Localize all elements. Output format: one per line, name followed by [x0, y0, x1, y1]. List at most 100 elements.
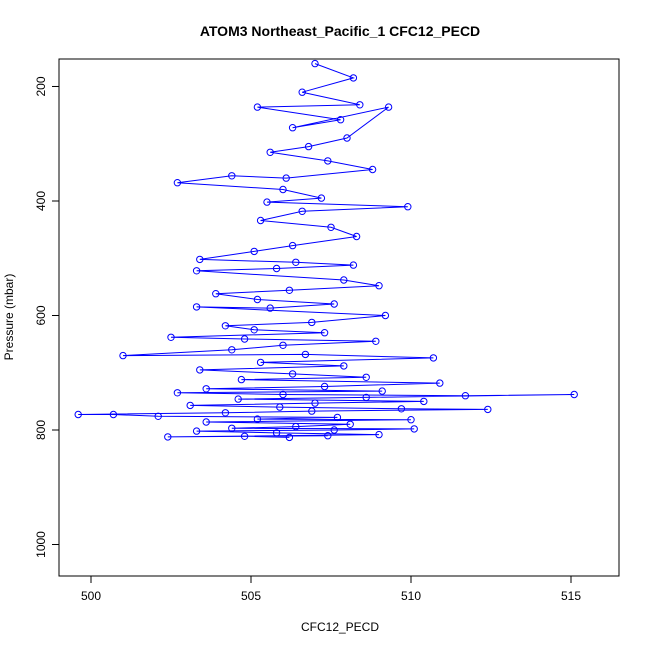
data-point: [375, 282, 383, 290]
data-point: [292, 258, 300, 266]
data-point: [317, 194, 326, 202]
data-point: [192, 267, 201, 275]
data-point: [349, 261, 358, 269]
data-point: [336, 116, 345, 124]
data-point: [311, 399, 319, 407]
data-point: [320, 382, 329, 391]
data-point: [228, 172, 236, 180]
data-point: [288, 370, 297, 378]
data-point: [285, 286, 294, 294]
data-point: [381, 311, 390, 320]
data-point: [228, 424, 236, 432]
data-point: [324, 432, 332, 440]
data-point: [343, 134, 351, 142]
data-point: [196, 255, 204, 264]
data-point: [272, 264, 281, 273]
data-point: [119, 351, 127, 360]
data-point: [330, 426, 338, 434]
data-point: [221, 322, 230, 330]
data-point: [407, 416, 415, 424]
data-point: [327, 223, 335, 232]
data-point: [288, 124, 297, 132]
data-point: [266, 148, 274, 157]
data-point: [256, 216, 265, 225]
y-tick-label: 1000: [34, 531, 48, 558]
data-point: [263, 198, 271, 206]
data-point: [384, 103, 393, 111]
data-point: [404, 203, 412, 211]
data-point: [279, 341, 287, 349]
data-point: [410, 425, 418, 433]
data-point: [173, 389, 182, 397]
data-point: [279, 390, 287, 399]
y-axis: 200 400 600 800 1000: [34, 76, 60, 558]
data-point: [74, 410, 82, 419]
x-tick-label: 515: [561, 589, 581, 603]
data-point: [109, 410, 118, 419]
chart-title: ATOM3 Northeast_Pacific_1 CFC12_PECD: [200, 23, 480, 39]
data-point: [570, 390, 578, 399]
data-point: [202, 385, 210, 393]
series-layer: [74, 59, 578, 442]
y-tick-label: 200: [34, 76, 48, 96]
data-point: [320, 329, 329, 337]
x-axis-label: CFC12_PECD: [301, 620, 379, 634]
data-point: [279, 185, 287, 194]
data-point: [288, 241, 297, 250]
data-point: [372, 337, 380, 345]
data-point: [164, 433, 172, 441]
data-point: [154, 412, 162, 420]
data-point: [340, 276, 348, 284]
data-point: [301, 350, 310, 359]
y-tick-label: 800: [34, 420, 48, 440]
data-point: [349, 74, 358, 82]
data-point: [237, 375, 246, 384]
data-point: [304, 142, 313, 151]
data-point: [228, 346, 236, 354]
data-point: [250, 247, 258, 256]
data-point: [212, 290, 220, 298]
data-point: [362, 373, 370, 381]
data-point: [356, 101, 364, 109]
data-point: [167, 333, 175, 341]
data-point: [375, 430, 383, 439]
data-point: [461, 392, 470, 400]
data-point: [346, 420, 354, 428]
data-point: [436, 379, 444, 387]
data-point: [173, 179, 182, 187]
data-point: [352, 232, 361, 241]
data-point: [340, 362, 348, 370]
data-point: [196, 366, 204, 374]
data-point: [330, 300, 338, 308]
data-point: [362, 393, 370, 402]
data-point: [333, 413, 342, 422]
data-point: [253, 415, 262, 423]
data-point: [285, 433, 294, 442]
data-point: [308, 318, 316, 327]
x-tick-label: 500: [81, 589, 101, 603]
data-point: [368, 165, 377, 174]
data-point: [202, 418, 210, 426]
data-point: [378, 387, 386, 395]
data-point: [192, 303, 201, 311]
x-tick-label: 510: [401, 589, 421, 603]
data-point: [298, 88, 306, 96]
data-point: [250, 326, 258, 334]
y-axis-label: Pressure (mbar): [2, 274, 16, 361]
data-point: [192, 427, 201, 435]
data-point: [234, 395, 242, 403]
data-point: [266, 304, 274, 312]
data-point: [429, 354, 438, 362]
x-tick-label: 505: [241, 589, 261, 603]
y-tick-label: 600: [34, 305, 48, 325]
y-tick-label: 400: [34, 191, 48, 211]
data-point: [397, 405, 406, 413]
data-point: [272, 429, 281, 437]
data-point: [221, 409, 230, 417]
data-point: [420, 397, 428, 406]
data-point: [292, 422, 300, 431]
data-point: [324, 157, 332, 165]
data-point: [240, 432, 249, 440]
